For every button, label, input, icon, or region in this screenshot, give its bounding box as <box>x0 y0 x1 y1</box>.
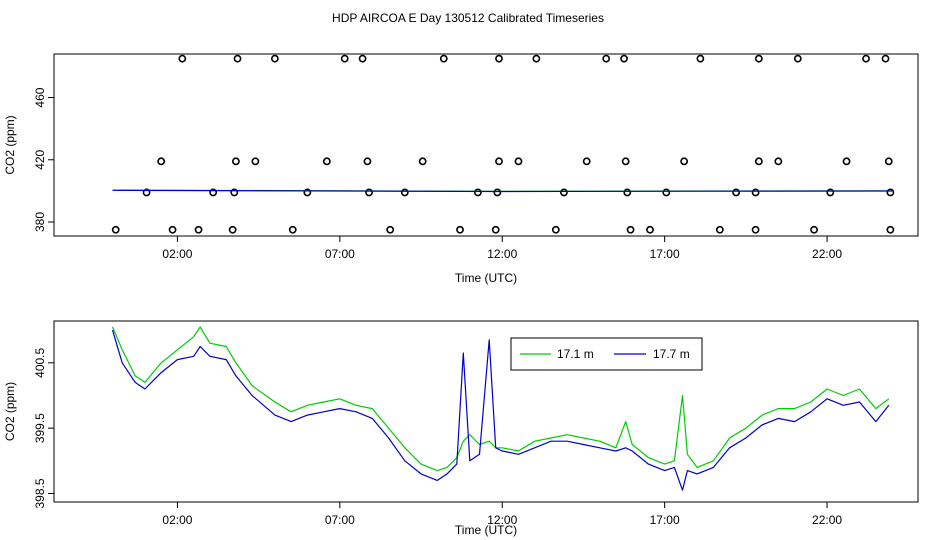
cal-point <box>157 157 166 166</box>
plot-frame <box>53 53 919 237</box>
cal-point <box>363 157 372 166</box>
x-axis-label: Time (UTC) <box>455 523 517 537</box>
cal-point <box>473 188 482 197</box>
cal-point <box>602 54 611 63</box>
cal-point <box>551 225 560 234</box>
y-tick-label: 460 <box>33 87 47 107</box>
cal-point <box>626 225 635 234</box>
cal-point <box>439 54 448 63</box>
cal-point <box>886 225 895 234</box>
cal-point <box>365 188 373 197</box>
series-line-17-7-m <box>112 189 893 193</box>
x-tick-label: 12:00 <box>487 247 517 261</box>
cal-point <box>418 157 427 166</box>
cal-point <box>754 54 763 63</box>
cal-point <box>178 54 187 63</box>
cal-point <box>495 54 503 63</box>
cal-point <box>322 157 331 166</box>
x-tick-label: 17:00 <box>650 247 680 261</box>
series-line-17-7-m <box>111 329 890 491</box>
x-tick-label: 17:00 <box>650 513 680 527</box>
x-tick-label: 02:00 <box>162 247 192 261</box>
bottom-panel: 02:00 07:00 12:00 17:00 22:00 398.5 399.5 400.5… <box>3 320 919 537</box>
cal-point <box>621 157 630 166</box>
cal-point <box>194 225 203 234</box>
cal-point <box>168 225 177 234</box>
cal-point <box>270 54 279 63</box>
y-tick-label: 380 <box>33 212 47 232</box>
cal-point <box>881 54 890 63</box>
cal-point <box>582 157 591 166</box>
x-tick-label: 02:00 <box>162 513 192 527</box>
cal-point <box>358 54 367 63</box>
y-tick-label: 399.5 <box>33 413 47 443</box>
cal-point <box>623 188 632 197</box>
cal-point <box>495 157 503 166</box>
cal-point <box>491 225 500 234</box>
cal-point <box>209 188 218 197</box>
cal-point <box>288 225 297 234</box>
figure-title: HDP AIRCOA E Day 130512 Calibrated Times… <box>332 11 604 25</box>
cal-point <box>142 188 151 197</box>
cal-point <box>715 225 724 234</box>
cal-point <box>754 157 763 166</box>
cal-point <box>111 225 120 234</box>
cal-point <box>228 225 237 234</box>
x-tick-label: 22:00 <box>812 247 842 261</box>
cal-point <box>751 225 760 234</box>
cal-point <box>680 157 689 166</box>
x-tick-label: 07:00 <box>325 247 355 261</box>
cal-point <box>826 188 835 197</box>
y-tick-label: 420 <box>33 149 47 169</box>
y-axis-label: CO2 (ppm) <box>3 382 17 441</box>
cal-point <box>493 188 502 197</box>
cal-point <box>400 188 409 197</box>
cal-point <box>560 188 568 197</box>
cal-point <box>514 157 523 166</box>
cal-point <box>884 157 893 166</box>
x-axis-label: Time (UTC) <box>455 271 517 285</box>
cal-point <box>532 54 541 63</box>
top-panel: 02:00 07:00 12:00 17:00 22:00 380 420 460 Time (… <box>3 53 919 285</box>
cal-point <box>230 188 239 197</box>
cal-point <box>303 188 312 197</box>
cal-point <box>842 157 851 166</box>
legend-label: 17.1 m <box>557 347 594 361</box>
x-tick-label: 12:00 <box>487 513 517 527</box>
cal-point <box>340 54 349 63</box>
cal-point <box>251 157 260 166</box>
cal-point <box>862 54 870 63</box>
cal-point <box>751 188 760 197</box>
cal-point <box>662 188 671 197</box>
cal-point <box>886 188 895 197</box>
legend-label: 17.7 m <box>653 347 690 361</box>
plot-frame <box>53 320 919 503</box>
cal-point <box>231 157 240 166</box>
cal-point <box>732 188 741 197</box>
series-line-17-1-m <box>111 326 890 472</box>
cal-point <box>793 54 802 63</box>
cal-point <box>646 225 654 234</box>
y-axis-label: CO2 (ppm) <box>3 115 17 174</box>
cal-point <box>386 225 395 234</box>
cal-point <box>456 225 464 234</box>
x-tick-label: 22:00 <box>812 513 842 527</box>
x-tick-label: 07:00 <box>325 513 355 527</box>
y-tick-label: 400.5 <box>33 347 47 377</box>
cal-point <box>233 54 242 63</box>
y-tick-label: 398.5 <box>33 478 47 508</box>
cal-point <box>774 157 783 166</box>
cal-point <box>696 54 705 63</box>
cal-point <box>620 54 628 63</box>
cal-point <box>810 225 818 234</box>
